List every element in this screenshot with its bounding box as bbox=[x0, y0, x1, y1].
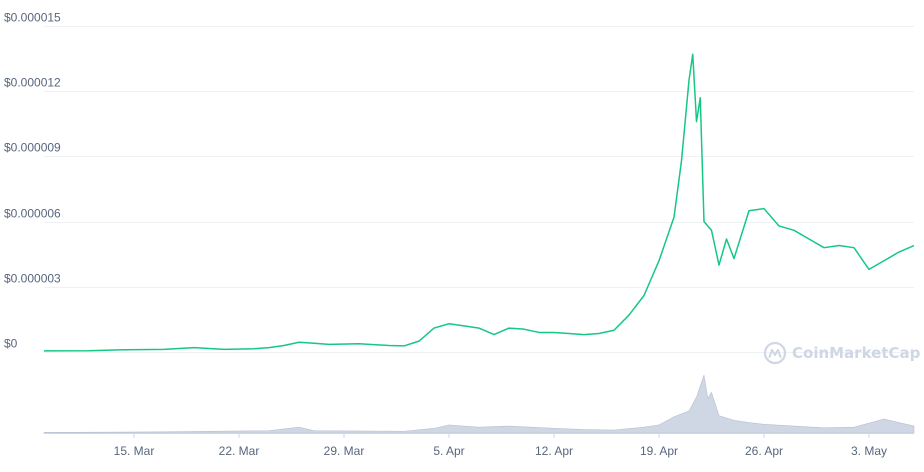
x-tick-label: 29. Mar bbox=[324, 444, 365, 458]
y-tick-label: $0.000012 bbox=[4, 76, 61, 90]
y-tick-label: $0.000006 bbox=[4, 207, 61, 221]
x-tick-label: 26. Apr bbox=[745, 444, 783, 458]
volume-chart bbox=[43, 374, 915, 434]
x-tick-label: 22. Mar bbox=[219, 444, 260, 458]
x-tick-label: 12. Apr bbox=[535, 444, 573, 458]
price-line bbox=[43, 53, 915, 352]
y-tick-label: $0 bbox=[4, 337, 18, 351]
x-axis-tick-labels: 15. Mar 22. Mar 29. Mar 5. Apr 12. Apr 19. Ap… bbox=[114, 433, 887, 458]
grid-lines bbox=[44, 26, 914, 353]
volume-area bbox=[43, 374, 915, 434]
y-tick-label: $0.000003 bbox=[4, 272, 61, 286]
x-tick-label: 3. May bbox=[851, 444, 887, 458]
watermark-text: CoinMarketCap bbox=[792, 344, 921, 362]
y-tick-label: $0.000015 bbox=[4, 11, 61, 25]
x-tick-label: 19. Apr bbox=[640, 444, 678, 458]
y-tick-label: $0.000009 bbox=[4, 141, 61, 155]
x-tick-label: 5. Apr bbox=[433, 444, 464, 458]
coinmarketcap-logo-icon bbox=[763, 341, 787, 365]
price-series bbox=[43, 53, 915, 352]
y-axis-tick-labels: $0 $0.000003 $0.000006 $0.000009 $0.000012 $0… bbox=[4, 11, 61, 351]
x-tick-label: 15. Mar bbox=[114, 444, 155, 458]
coinmarketcap-watermark: CoinMarketCap bbox=[763, 341, 921, 365]
